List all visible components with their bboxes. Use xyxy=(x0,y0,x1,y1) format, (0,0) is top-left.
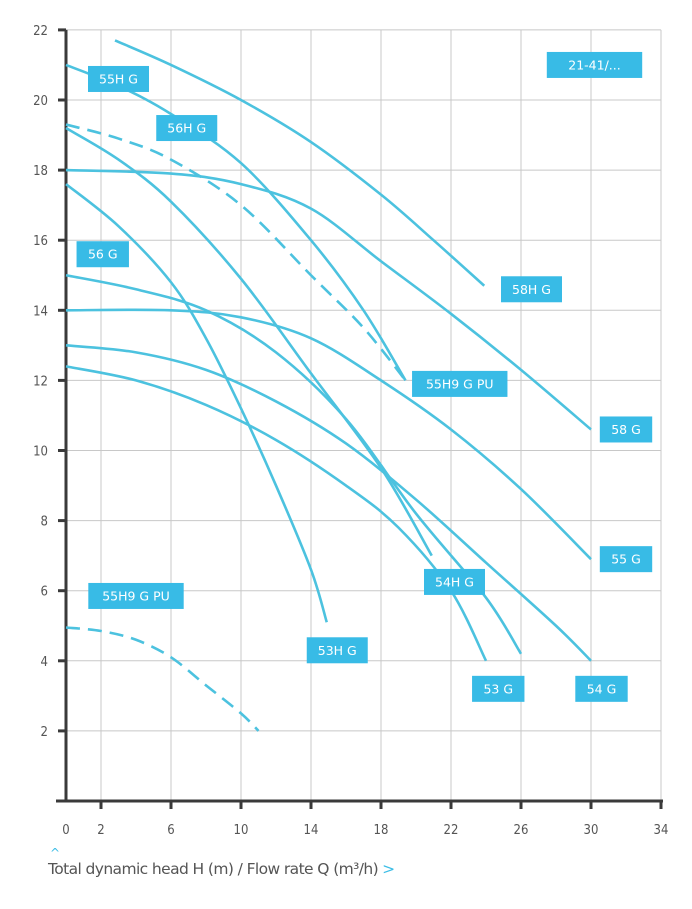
curve-55-g xyxy=(65,308,592,561)
y-tick-label: 18 xyxy=(33,164,48,179)
y-tick-label: 20 xyxy=(33,94,48,109)
curve-label-box xyxy=(156,115,218,142)
collapse-caret-icon[interactable]: ^ xyxy=(50,846,61,860)
y-tick-label: 22 xyxy=(33,24,48,39)
x-tick-label: 10 xyxy=(234,823,249,838)
curve-label-box xyxy=(472,675,525,702)
curve-label-box xyxy=(306,637,368,664)
curve-label: 56 G xyxy=(88,247,118,262)
curve-label-box xyxy=(575,675,628,702)
curve-label-box xyxy=(546,51,643,78)
curve-label: 55 G xyxy=(611,552,641,567)
curve-55h9-g-pu-low- xyxy=(65,626,260,732)
curve-label: 21-41/... xyxy=(568,57,620,72)
curve-label: 53 G xyxy=(483,681,513,696)
x-tick-label: 30 xyxy=(584,823,599,838)
curve-58h-g xyxy=(114,39,486,287)
curve-label-box xyxy=(501,276,562,303)
x-axis-label: Total dynamic head H (m) / Flow rate Q (… xyxy=(48,860,395,878)
curve-label: 58 G xyxy=(611,422,641,437)
y-tick-label: 14 xyxy=(33,304,48,319)
x-tick-label: 22 xyxy=(444,823,459,838)
curve-label: 55H9 G PU xyxy=(426,376,494,391)
curve-label-box xyxy=(88,65,149,92)
y-tick-label: 2 xyxy=(41,725,48,740)
x-tick-label: 26 xyxy=(514,823,529,838)
curve-label-box xyxy=(412,370,508,397)
x-tick-label: 6 xyxy=(167,823,174,838)
y-tick-label: 8 xyxy=(41,515,48,530)
curve-54-g xyxy=(65,344,592,662)
curve-label-box xyxy=(599,546,653,573)
curve-label: 55H G xyxy=(99,71,138,86)
chevron-right-icon[interactable]: > xyxy=(382,860,395,878)
curve-label-box xyxy=(76,241,129,268)
x-tick-label: 18 xyxy=(374,823,389,838)
curve-label-box xyxy=(88,582,184,609)
x-axis-label-text: Total dynamic head H (m) / Flow rate Q (… xyxy=(48,860,379,878)
curve-56h-g xyxy=(65,126,433,557)
curve-55h9-g-pu xyxy=(65,123,407,382)
curve-label-box xyxy=(424,568,485,595)
curve-label: 54 G xyxy=(587,681,617,696)
curve-label: 56H G xyxy=(167,121,206,136)
y-tick-label: 4 xyxy=(41,655,48,670)
curve-label: 58H G xyxy=(512,282,551,297)
curve-label: 55H9 G PU xyxy=(102,588,170,603)
x-tick-label: 14 xyxy=(304,823,319,838)
x-tick-label: 2 xyxy=(97,823,104,838)
curve-label: 53H G xyxy=(318,643,357,658)
curve-label: 54H G xyxy=(435,574,474,589)
y-tick-label: 16 xyxy=(33,234,48,249)
curve-label-box xyxy=(599,416,653,443)
y-tick-label: 6 xyxy=(41,585,48,600)
y-tick-label: 10 xyxy=(33,445,48,460)
y-tick-label: 12 xyxy=(33,374,48,389)
curve-55h-g xyxy=(65,63,407,382)
curve-58-g xyxy=(65,168,592,431)
x-tick-label: 34 xyxy=(654,823,669,838)
curve-53-g xyxy=(65,365,488,662)
x-tick-label: 0 xyxy=(62,823,69,838)
